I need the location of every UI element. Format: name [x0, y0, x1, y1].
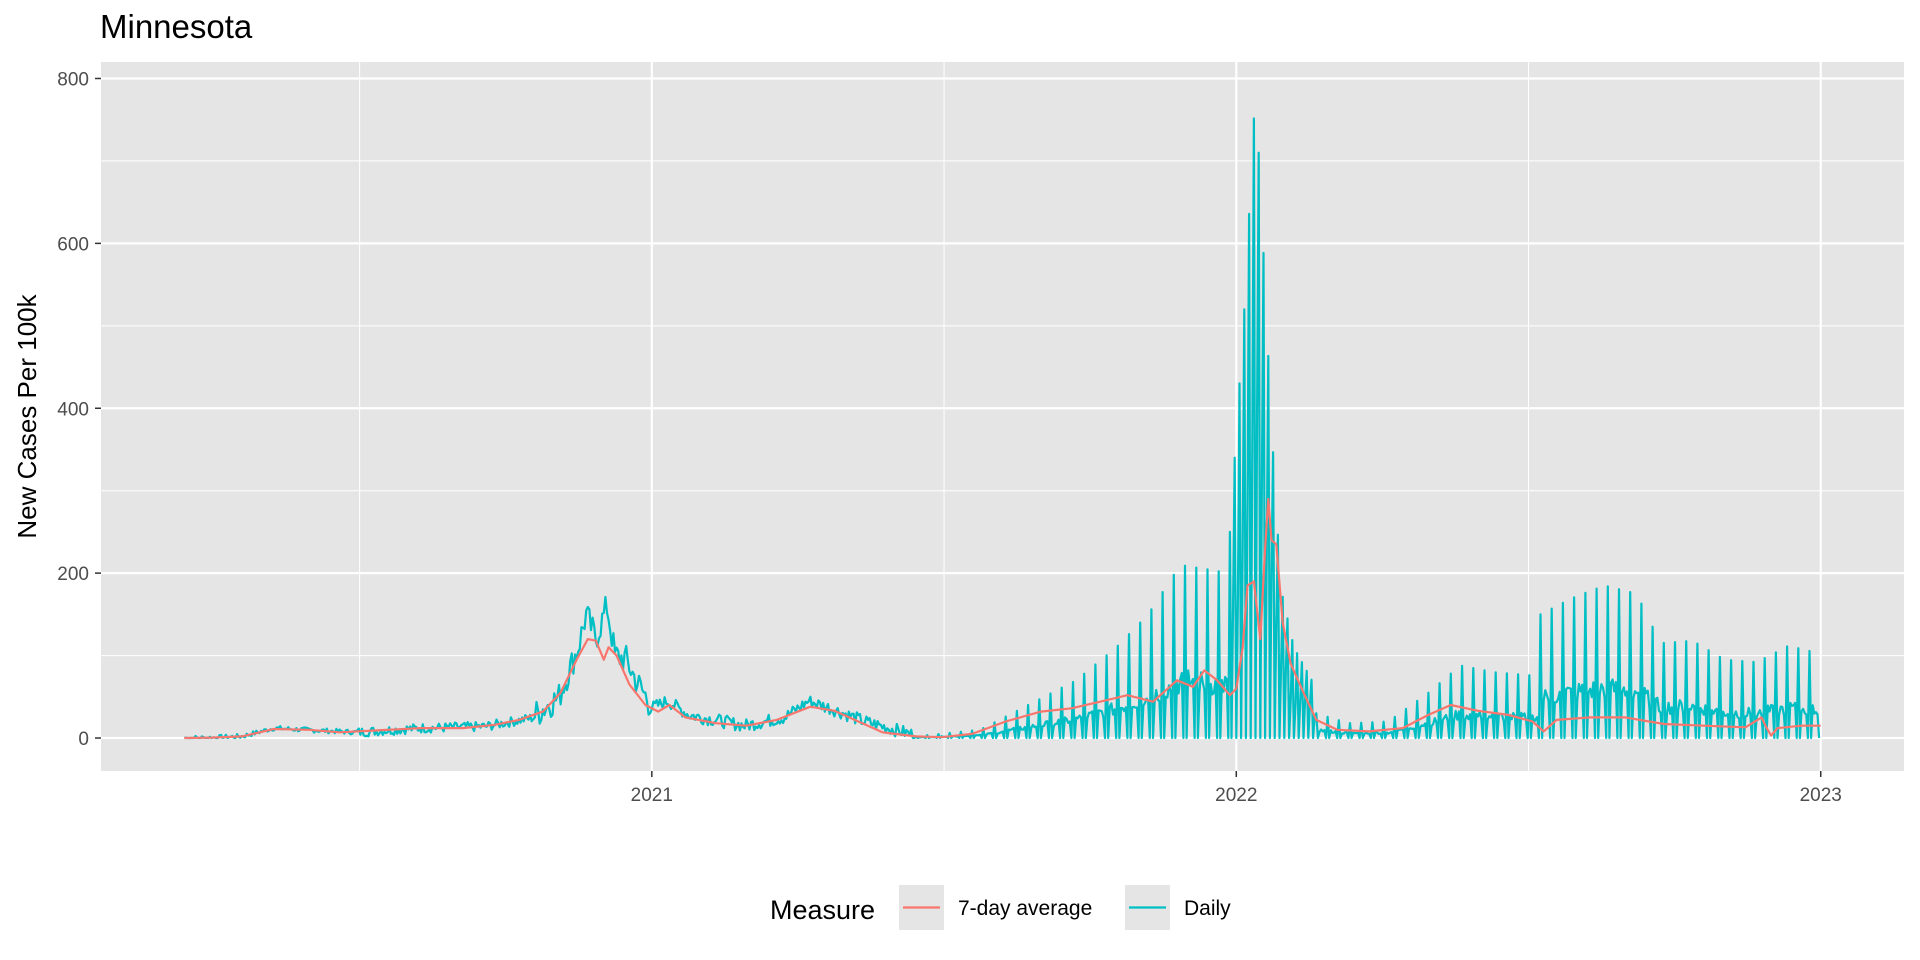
minor-gridlines	[101, 62, 1904, 771]
y-tick-label: 800	[57, 69, 89, 90]
series-daily-line	[184, 117, 1821, 740]
y-tick-label: 0	[78, 729, 89, 750]
y-axis-title: New Cases Per 100k	[12, 293, 42, 538]
legend-label: 7-day average	[958, 897, 1092, 920]
x-axis: 2021 2022 2023	[631, 771, 1842, 806]
y-tick-label: 400	[57, 399, 89, 420]
y-tick-label: 200	[57, 564, 89, 585]
legend: Measure 7-day average Daily	[770, 885, 1231, 930]
legend-label: Daily	[1184, 897, 1231, 920]
x-tick-label: 2023	[1800, 785, 1842, 806]
y-axis: 0 200 400 600 800	[57, 69, 101, 750]
x-tick-label: 2022	[1215, 785, 1257, 806]
legend-title: Measure	[770, 895, 875, 925]
chart-title: Minnesota	[100, 8, 253, 45]
plot-panel	[101, 62, 1904, 771]
y-tick-label: 600	[57, 234, 89, 255]
series-7-day-average-line	[184, 497, 1821, 740]
series-layer	[184, 117, 1821, 740]
x-tick-label: 2021	[631, 785, 673, 806]
